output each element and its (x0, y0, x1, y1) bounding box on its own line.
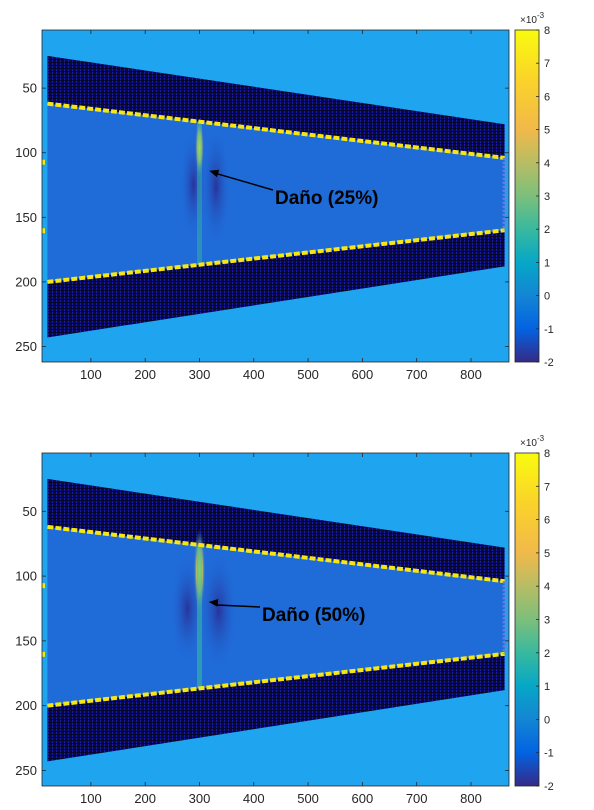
colorbar-tick-label: 5 (544, 125, 550, 137)
y-tick-label: 100 (15, 145, 37, 160)
colorbar-tick-label: 6 (544, 515, 550, 527)
colorbar-tick-label: 2 (544, 224, 550, 236)
x-tick-label: 300 (189, 791, 211, 805)
left-marker-1 (42, 159, 45, 165)
x-tick-label: 400 (243, 791, 265, 805)
colorbar-tick-label: 3 (544, 191, 550, 203)
colorbar-tick-label: 6 (544, 91, 550, 103)
top-flange-region (47, 478, 505, 582)
web-region (47, 526, 505, 706)
top-edge-line (47, 524, 505, 584)
colorbar-exponent-power: -3 (537, 434, 545, 443)
chart-panel-2: 100 200 300 400 500 600 700 80050100150200250Da… (15, 434, 554, 806)
damage-stripe (196, 121, 202, 265)
colorbar-tick-label: 7 (544, 481, 550, 493)
colorbar-tick-label: 8 (544, 25, 550, 37)
damage-hot-zone (194, 117, 204, 178)
top-flange-region (47, 55, 505, 158)
left-marker-2 (42, 651, 45, 657)
x-tick-label: 700 (406, 791, 428, 805)
annotation-arrow-line (216, 604, 261, 608)
x-tick-label: 600 (352, 791, 374, 805)
colorbar-tick-label: 7 (544, 58, 550, 70)
annotation-label: Daño (50%) (262, 605, 365, 626)
x-tick-label: 500 (297, 367, 319, 382)
x-tick-label: 200 (134, 367, 156, 382)
x-tick-label: 700 (406, 367, 428, 382)
y-tick-label: 200 (15, 698, 37, 713)
colorbar-tick-label: 2 (544, 648, 550, 660)
axes-box (41, 29, 510, 363)
axes-box (41, 452, 510, 787)
colorbar-exponent-power: -3 (537, 11, 545, 20)
web-region (47, 103, 505, 282)
y-tick-label: 50 (23, 81, 37, 96)
x-tick-label: 300 (189, 367, 211, 382)
damage-dark-lobe-right (199, 550, 238, 671)
colorbar-tick-label: -1 (544, 324, 554, 336)
top-edge-line (47, 101, 505, 160)
y-tick-label: 200 (15, 274, 37, 289)
x-tick-label: 200 (134, 791, 156, 805)
x-tick-label: 100 (80, 791, 102, 805)
y-tick-label: 50 (23, 504, 37, 519)
y-tick-label: 150 (15, 210, 37, 225)
damage-dark-lobe-right (201, 127, 231, 247)
y-tick-label: 250 (15, 339, 37, 354)
colorbar-tick-label: 8 (544, 448, 550, 460)
chart-panel-1: 100 200 300 400 500 600 700 80050100150200250Da… (15, 11, 553, 382)
colorbar-tick-label: -1 (544, 748, 554, 760)
colorbar-tick-label: 0 (544, 714, 550, 726)
annotation-arrow-head (209, 169, 220, 178)
bottom-flange-region (47, 230, 505, 338)
colorbar (514, 452, 540, 787)
x-tick-label: 600 (352, 367, 374, 382)
x-tick-label: 800 (460, 367, 482, 382)
colorbar-tick-label: 0 (544, 291, 550, 303)
x-tick-label: 100 (80, 367, 102, 382)
damage-stripe (196, 544, 202, 689)
colorbar-tick-label: 5 (544, 548, 550, 560)
y-tick-label: 150 (15, 633, 37, 648)
left-marker-1 (42, 583, 45, 589)
y-tick-label: 250 (15, 763, 37, 778)
colorbar-tick-label: 1 (544, 257, 550, 269)
colorbar-tick-label: 4 (544, 158, 550, 170)
x-tick-label: 500 (297, 791, 319, 805)
annotation-label: Daño (25%) (275, 188, 378, 209)
colorbar (514, 29, 540, 363)
left-marker-2 (42, 228, 45, 234)
colorbar-tick-label: 4 (544, 581, 550, 593)
bottom-flange-region (47, 653, 505, 762)
bottom-edge-line (47, 228, 505, 284)
colorbar-tick-label: 1 (544, 681, 550, 693)
x-tick-label: 800 (460, 791, 482, 805)
x-tick-label: 400 (243, 367, 265, 382)
colorbar-tick-label: -2 (544, 781, 554, 793)
bottom-edge-line (47, 651, 505, 708)
y-tick-label: 100 (15, 569, 37, 584)
colorbar-tick-label: 3 (544, 615, 550, 627)
annotation-arrow-line (217, 173, 274, 191)
colorbar-tick-label: -2 (544, 357, 554, 369)
annotation-arrow-head (208, 599, 219, 607)
colorbar-exponent: ×10 (520, 438, 537, 449)
colorbar-exponent: ×10 (520, 15, 537, 26)
